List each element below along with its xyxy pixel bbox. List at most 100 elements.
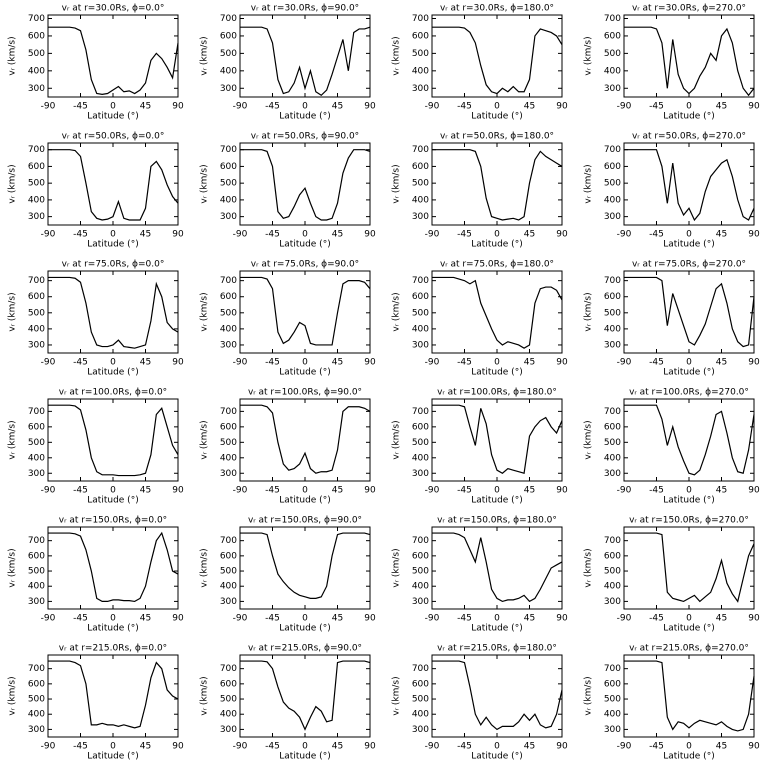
x-tick-label: -45 <box>649 486 664 496</box>
y-tick-label: 400 <box>28 710 45 720</box>
data-line <box>48 531 179 603</box>
panel: vᵣ at r=30.0Rs, ϕ=0.0° -90 -45 0 45 90 300 400 5… <box>8 4 184 122</box>
y-tick-label: 500 <box>412 567 429 577</box>
panel-title: vᵣ at r=100.0Rs, ϕ=90.0° <box>248 388 362 398</box>
panel: vᵣ at r=50.0Rs, ϕ=0.0° -90 -45 0 45 90 300 400 5… <box>8 132 184 250</box>
y-tick-label: 700 <box>220 536 237 546</box>
x-tick-label: 90 <box>172 614 184 624</box>
data-line <box>432 404 563 475</box>
y-tick-label: 300 <box>28 340 45 350</box>
y-tick-label: 500 <box>28 308 45 318</box>
y-axis-label: vᵣ (km/s) <box>584 420 594 459</box>
panel-title: vᵣ at r=150.0Rs, ϕ=180.0° <box>437 516 557 526</box>
y-tick-label: 500 <box>220 567 237 577</box>
y-axis-label: vᵣ (km/s) <box>200 164 210 203</box>
x-axis-label: Latitude (°) <box>87 112 138 122</box>
data-line <box>624 26 755 97</box>
data-line <box>240 26 371 97</box>
x-tick-label: 45 <box>332 742 343 752</box>
y-tick-label: 600 <box>28 292 45 302</box>
plot-frame <box>431 526 563 610</box>
x-tick-label: 90 <box>364 230 376 240</box>
y-tick-label: 500 <box>220 695 237 705</box>
panel-title: vᵣ at r=75.0Rs, ϕ=180.0° <box>440 260 554 270</box>
plot-frame <box>239 654 371 738</box>
y-tick-label: 400 <box>28 66 45 76</box>
y-tick-label: 700 <box>412 14 429 24</box>
plot-frame <box>239 398 371 482</box>
x-tick-label: -90 <box>41 230 56 240</box>
panel: vᵣ at r=50.0Rs, ϕ=270.0° -90 -45 0 45 90 300 40… <box>584 132 760 250</box>
x-tick-label: 45 <box>140 614 151 624</box>
x-tick-label: -45 <box>265 486 280 496</box>
y-tick-label: 600 <box>220 292 237 302</box>
x-tick-label: -45 <box>73 742 88 752</box>
x-tick-label: 90 <box>172 486 184 496</box>
x-tick-label: 0 <box>686 742 692 752</box>
y-tick-label: 600 <box>604 31 621 41</box>
y-tick-label: 700 <box>220 407 237 417</box>
y-tick-label: 400 <box>220 582 237 592</box>
y-tick-label: 700 <box>412 145 429 155</box>
x-tick-label: -45 <box>265 230 280 240</box>
y-axis-label: vᵣ (km/s) <box>584 548 594 587</box>
panel: vᵣ at r=75.0Rs, ϕ=0.0° -90 -45 0 45 90 300 400 5… <box>8 260 184 378</box>
panel: vᵣ at r=150.0Rs, ϕ=270.0° -90 -45 0 45 90 300 4… <box>584 516 760 634</box>
data-line <box>432 149 563 221</box>
y-tick-label: 500 <box>28 567 45 577</box>
x-tick-label: -90 <box>233 358 248 368</box>
x-tick-label: 45 <box>140 486 151 496</box>
y-axis-label: vᵣ (km/s) <box>200 36 210 75</box>
y-tick-label: 400 <box>412 66 429 76</box>
y-tick-label: 300 <box>220 469 237 479</box>
panel: vᵣ at r=215.0Rs, ϕ=270.0° -90 -45 0 45 90 300 4… <box>584 644 760 762</box>
y-tick-label: 400 <box>220 710 237 720</box>
x-tick-label: 90 <box>556 742 568 752</box>
plot-frame <box>47 526 179 610</box>
x-tick-label: 90 <box>556 614 568 624</box>
x-tick-label: -90 <box>617 230 632 240</box>
y-axis-label: vᵣ (km/s) <box>392 164 402 203</box>
panel-title: vᵣ at r=50.0Rs, ϕ=90.0° <box>251 132 359 142</box>
plot-frame <box>47 270 179 354</box>
plot-frame <box>47 142 179 226</box>
x-tick-label: -45 <box>457 102 472 112</box>
panel: vᵣ at r=50.0Rs, ϕ=90.0° -90 -45 0 45 90 300 400… <box>200 132 376 250</box>
y-tick-label: 400 <box>412 582 429 592</box>
y-axis-label: vᵣ (km/s) <box>392 292 402 331</box>
data-line <box>432 276 563 349</box>
x-tick-label: -90 <box>41 358 56 368</box>
x-tick-label: 0 <box>110 230 116 240</box>
y-tick-label: 600 <box>604 679 621 689</box>
y-tick-label: 500 <box>604 179 621 189</box>
panel-title: vᵣ at r=30.0Rs, ϕ=90.0° <box>251 4 359 14</box>
plot-frame <box>431 654 563 738</box>
x-tick-label: 90 <box>364 102 376 112</box>
x-tick-label: -45 <box>649 358 664 368</box>
y-tick-label: 300 <box>412 340 429 350</box>
y-tick-label: 600 <box>604 551 621 561</box>
x-tick-label: 90 <box>556 230 568 240</box>
x-tick-label: -45 <box>265 742 280 752</box>
y-tick-label: 400 <box>604 195 621 205</box>
x-tick-label: 45 <box>332 230 343 240</box>
y-tick-label: 600 <box>28 162 45 172</box>
x-tick-label: 90 <box>556 358 568 368</box>
panel: vᵣ at r=215.0Rs, ϕ=0.0° -90 -45 0 45 90 300 400… <box>8 644 184 762</box>
x-tick-label: 45 <box>332 614 343 624</box>
x-axis-label: Latitude (°) <box>471 752 522 762</box>
y-tick-label: 700 <box>604 276 621 286</box>
x-tick-label: -90 <box>233 230 248 240</box>
y-tick-label: 300 <box>412 84 429 94</box>
x-axis-label: Latitude (°) <box>279 496 330 506</box>
y-tick-label: 400 <box>28 582 45 592</box>
x-tick-label: 0 <box>494 358 500 368</box>
x-tick-label: 90 <box>556 486 568 496</box>
y-tick-label: 500 <box>412 308 429 318</box>
y-tick-label: 500 <box>412 49 429 59</box>
x-tick-label: -90 <box>617 614 632 624</box>
panel: vᵣ at r=30.0Rs, ϕ=90.0° -90 -45 0 45 90 300 400… <box>200 4 376 122</box>
x-tick-label: 0 <box>686 614 692 624</box>
x-tick-label: -45 <box>457 742 472 752</box>
data-line <box>48 149 179 221</box>
